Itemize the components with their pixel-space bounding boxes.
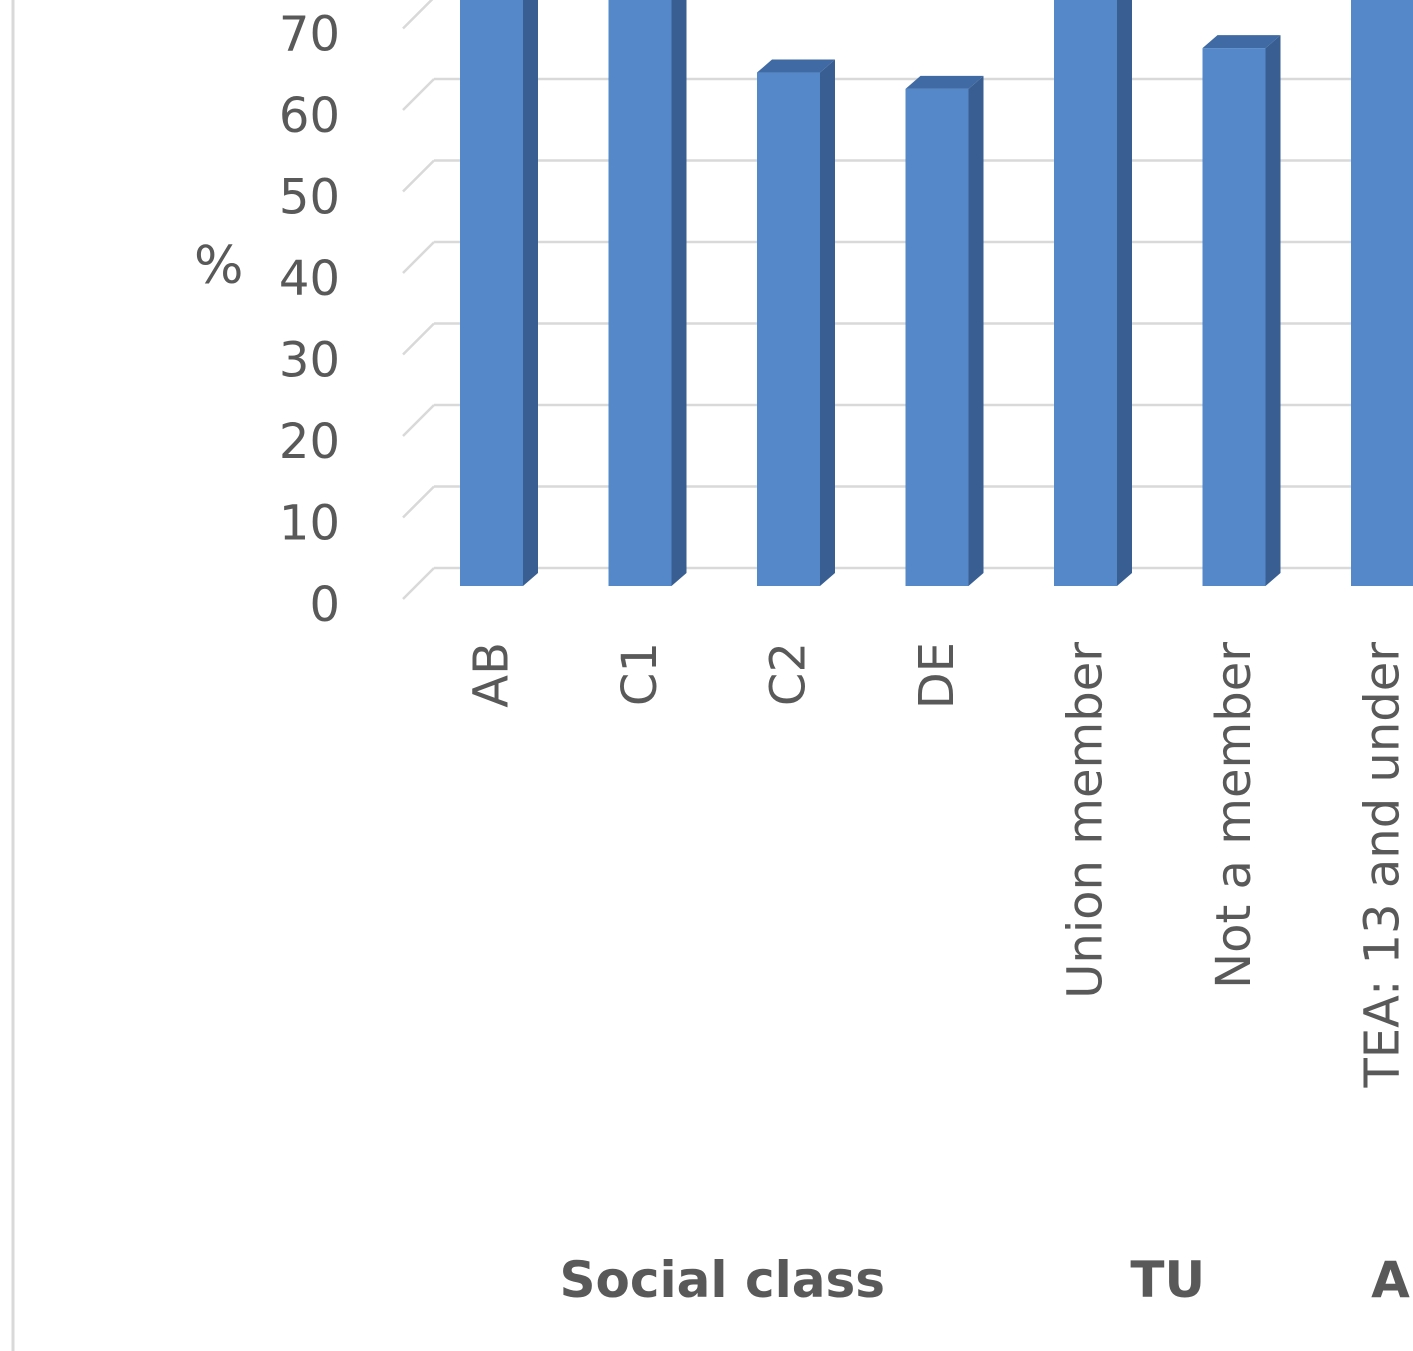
- y-tick-label: 50: [279, 170, 340, 226]
- bar: [608, 0, 687, 587]
- bar-side: [1117, 0, 1132, 586]
- gridline-diagonal: [402, 404, 435, 437]
- gridline-diagonal: [402, 567, 435, 600]
- bar-front: [1202, 48, 1266, 587]
- x-group-label: Social class: [560, 1251, 885, 1309]
- x-category-label: C1: [612, 642, 668, 706]
- bar-front: [1351, 0, 1413, 586]
- x-group-label: A: [1371, 1251, 1410, 1309]
- bar-top: [1202, 35, 1281, 49]
- gridline-diagonal: [402, 485, 435, 519]
- bar: [1202, 35, 1281, 587]
- x-category-label: C2: [761, 642, 817, 706]
- bar-side: [968, 75, 984, 586]
- gridline-diagonal: [402, 0, 434, 30]
- bar-top: [757, 59, 835, 73]
- y-axis-label: %: [194, 236, 243, 296]
- bar-front: [905, 88, 969, 586]
- gridline-diagonal: [402, 241, 435, 274]
- x-axis-categories: AB C1 C2 DE Union member Not a member TEA: 13 …: [464, 642, 1411, 1089]
- y-tick-label: 0: [309, 577, 340, 633]
- y-tick-label: 30: [279, 333, 340, 389]
- bar-front: [608, 0, 672, 587]
- y-tick-label: 20: [279, 414, 340, 470]
- y-tick-label: 10: [279, 496, 340, 552]
- x-category-label: Not a member: [1206, 642, 1262, 989]
- x-category-label: TEA: 13 and under: [1355, 642, 1411, 1089]
- bar-side: [671, 0, 687, 586]
- x-category-label: Union member: [1058, 642, 1114, 999]
- x-group-label: TU: [1130, 1251, 1205, 1309]
- bars: [460, 0, 1413, 587]
- bar: [1054, 0, 1132, 586]
- bar: [905, 75, 984, 586]
- x-category-label: DE: [909, 642, 965, 709]
- x-axis-groups: Social class TU A: [560, 1251, 1411, 1309]
- bar: [1351, 0, 1413, 586]
- y-tick-label: 70: [279, 7, 340, 63]
- gridline-diagonal: [402, 159, 435, 193]
- bar-side: [820, 59, 835, 587]
- x-category-label: AB: [464, 642, 520, 708]
- y-tick-label: 60: [279, 88, 340, 144]
- bar-side: [523, 0, 538, 586]
- bar: [757, 59, 835, 587]
- bar-front: [1054, 0, 1117, 586]
- gridline-diagonal: [402, 322, 435, 356]
- gridline-diagonal: [402, 78, 435, 111]
- y-tick-label: 40: [279, 251, 340, 307]
- bar: [460, 0, 538, 586]
- bar-front: [757, 72, 820, 587]
- bar-top: [905, 75, 984, 89]
- bar-front: [460, 0, 523, 586]
- y-axis-ticks: 01020304050607080: [279, 7, 340, 634]
- bar-side: [1265, 35, 1281, 587]
